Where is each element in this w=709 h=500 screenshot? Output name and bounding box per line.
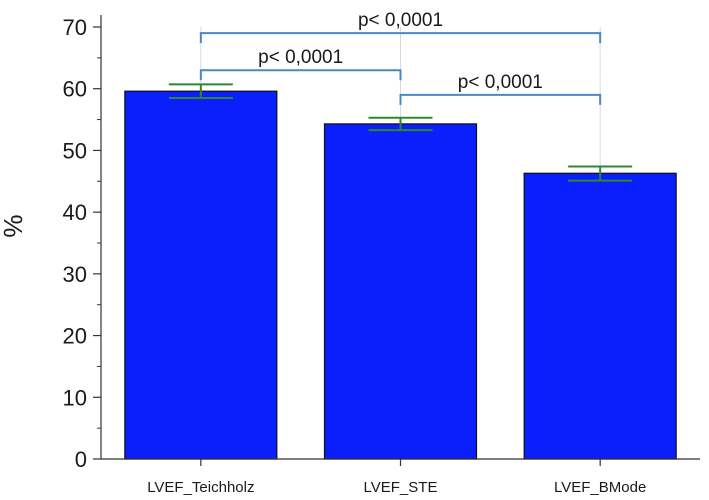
y-axis-label: % (0, 214, 28, 237)
significance-bracket (199, 32, 602, 44)
significance-label: p< 0,0001 (258, 47, 343, 68)
significance-label: p< 0,0001 (458, 72, 543, 93)
y-tick-label: 20 (63, 324, 87, 349)
significance-bracket (199, 69, 402, 81)
y-tick-label: 60 (63, 77, 87, 102)
y-tick-label: 0 (75, 447, 87, 472)
y-tick-label: 50 (63, 138, 87, 163)
bar-lvef-teichholz (124, 90, 278, 460)
significance-label: p< 0,0001 (358, 10, 443, 31)
significance-brackets: p< 0,0001 p< 0,0001 p< 0,0001 (199, 10, 602, 105)
bar-lvef-ste (323, 123, 478, 460)
y-tick-label: 10 (63, 385, 87, 410)
axes: 0 10 20 30 40 50 60 70 LVEF_Teichholz LVEF_STE LVE… (63, 15, 700, 496)
bars (124, 90, 677, 460)
significance-bracket (399, 93, 602, 105)
y-tick-label: 40 (63, 200, 87, 225)
x-tick-label: LVEF_STE (364, 479, 438, 496)
y-tick-label: 70 (63, 15, 87, 40)
bar-lvef-bmode (523, 172, 677, 460)
y-tick-label: 30 (63, 262, 87, 287)
error-bars (168, 83, 633, 182)
x-tick-label: LVEF_BMode (554, 479, 646, 496)
x-tick-label: LVEF_Teichholz (147, 479, 254, 496)
